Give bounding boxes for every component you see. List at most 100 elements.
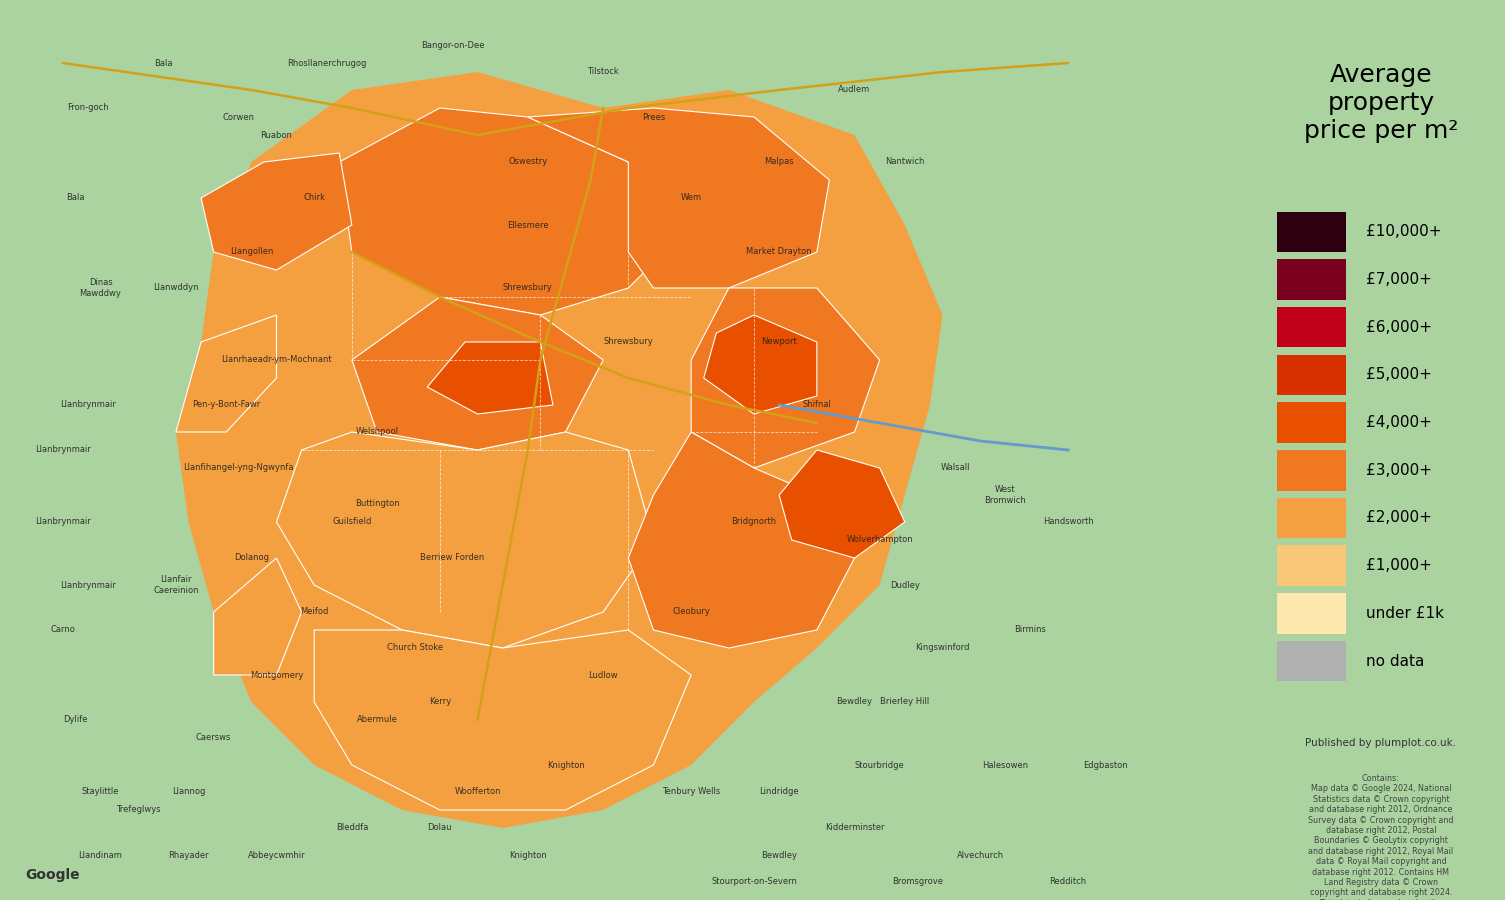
Text: Llanrhaeadr-ym-Mochnant: Llanrhaeadr-ym-Mochnant: [221, 356, 331, 364]
Text: Llanwddyn: Llanwddyn: [154, 284, 199, 292]
Text: Brierley Hill: Brierley Hill: [880, 698, 930, 706]
Text: Llandinam: Llandinam: [78, 850, 122, 860]
Text: Wolverhampton: Wolverhampton: [846, 536, 914, 544]
Text: Dolau: Dolau: [427, 824, 452, 832]
Text: Welshpool: Welshpool: [355, 428, 399, 436]
Text: Corwen: Corwen: [223, 112, 254, 122]
FancyBboxPatch shape: [1276, 259, 1345, 300]
Text: Rhosllanerchrugog: Rhosllanerchrugog: [287, 58, 366, 68]
Text: Llanbrynmair: Llanbrynmair: [35, 518, 90, 526]
Text: £4,000+: £4,000+: [1367, 415, 1431, 430]
Polygon shape: [528, 108, 829, 288]
Text: Alvechurch: Alvechurch: [957, 850, 1004, 860]
Text: Llanfair
Caereinion: Llanfair Caereinion: [154, 575, 199, 595]
Text: Bleddfa: Bleddfa: [336, 824, 369, 832]
Text: Bridgnorth: Bridgnorth: [731, 518, 777, 526]
Text: Cleobury: Cleobury: [673, 608, 710, 616]
Text: Berriew Forden: Berriew Forden: [420, 554, 485, 562]
Text: Guilsfield: Guilsfield: [333, 518, 372, 526]
Text: Bromsgrove: Bromsgrove: [892, 878, 942, 886]
Text: Abbeycwmhir: Abbeycwmhir: [248, 850, 306, 860]
Text: Audlem: Audlem: [838, 86, 871, 94]
Text: Tenbury Wells: Tenbury Wells: [662, 788, 721, 796]
Text: Shrewsbury: Shrewsbury: [503, 284, 552, 292]
Text: Llanbrynmair: Llanbrynmair: [60, 400, 116, 410]
Text: Ludlow: Ludlow: [588, 670, 619, 680]
Text: Kidderminster: Kidderminster: [825, 824, 885, 832]
Text: Ellesmere: Ellesmere: [507, 220, 549, 230]
FancyBboxPatch shape: [1276, 641, 1345, 681]
Text: Fron-goch: Fron-goch: [68, 104, 108, 112]
Polygon shape: [427, 342, 552, 414]
Text: £5,000+: £5,000+: [1367, 367, 1431, 382]
Text: Llanfihangel-yng-Ngwynfa: Llanfihangel-yng-Ngwynfa: [184, 464, 293, 472]
Polygon shape: [780, 450, 905, 558]
Text: Contains:
Map data © Google 2024, National
Statistics data © Crown copyright
and: Contains: Map data © Google 2024, Nation…: [1308, 774, 1454, 900]
Text: Average
property
price per m²: Average property price per m²: [1303, 63, 1458, 142]
Text: Abermule: Abermule: [357, 716, 397, 724]
Text: Staylittle: Staylittle: [81, 788, 119, 796]
Text: Trefeglwys: Trefeglwys: [116, 806, 161, 814]
Text: Bangor-on-Dee: Bangor-on-Dee: [421, 40, 485, 50]
Text: Dinas
Mawddwy: Dinas Mawddwy: [80, 278, 122, 298]
Text: £7,000+: £7,000+: [1367, 272, 1431, 287]
Text: Handsworth: Handsworth: [1043, 518, 1094, 526]
Text: Kingswinford: Kingswinford: [915, 644, 969, 652]
Text: Bewdley: Bewdley: [762, 850, 798, 860]
Text: no data: no data: [1367, 653, 1424, 669]
Text: £10,000+: £10,000+: [1367, 224, 1442, 239]
Text: Birmins: Birmins: [1014, 626, 1046, 634]
FancyBboxPatch shape: [1276, 212, 1345, 252]
Text: £1,000+: £1,000+: [1367, 558, 1431, 573]
Text: £2,000+: £2,000+: [1367, 510, 1431, 526]
Polygon shape: [352, 297, 604, 450]
Text: Wem: Wem: [680, 194, 701, 202]
Text: Woofferton: Woofferton: [455, 788, 501, 796]
Polygon shape: [629, 432, 855, 648]
Text: Bewdley: Bewdley: [837, 698, 873, 706]
Text: Pen-y-Bont-Fawr: Pen-y-Bont-Fawr: [193, 400, 260, 410]
Text: Shifnal: Shifnal: [802, 400, 831, 410]
FancyBboxPatch shape: [1276, 593, 1345, 634]
Text: £3,000+: £3,000+: [1367, 463, 1431, 478]
Text: Kerry: Kerry: [429, 698, 452, 706]
Text: Bala: Bala: [66, 194, 84, 202]
Text: West
Bromwich: West Bromwich: [984, 485, 1026, 505]
Text: Llanbrynmair: Llanbrynmair: [35, 446, 90, 454]
Text: Knighton: Knighton: [509, 850, 546, 860]
Text: Google: Google: [26, 868, 80, 882]
Text: Knighton: Knighton: [546, 760, 584, 770]
Polygon shape: [315, 630, 691, 810]
Text: Carno: Carno: [50, 626, 75, 634]
Text: under £1k: under £1k: [1367, 606, 1443, 621]
Text: Caersws: Caersws: [196, 734, 232, 742]
Text: Dylife: Dylife: [63, 716, 87, 724]
Polygon shape: [202, 153, 352, 270]
Text: Oswestry: Oswestry: [509, 158, 548, 166]
Text: Edgbaston: Edgbaston: [1084, 760, 1129, 770]
Text: Redditch: Redditch: [1049, 878, 1087, 886]
Polygon shape: [277, 432, 653, 648]
Text: Lindridge: Lindridge: [760, 788, 799, 796]
Text: Prees: Prees: [641, 112, 665, 122]
Text: Llanbrynmair: Llanbrynmair: [60, 580, 116, 590]
Text: Stourport-on-Severn: Stourport-on-Severn: [710, 878, 798, 886]
Polygon shape: [704, 315, 817, 414]
Text: Bala: Bala: [154, 58, 173, 68]
Text: Llannog: Llannog: [172, 788, 205, 796]
Text: Tilstock: Tilstock: [587, 68, 619, 76]
FancyBboxPatch shape: [1276, 402, 1345, 443]
Text: Llangollen: Llangollen: [230, 248, 272, 256]
Text: Nantwich: Nantwich: [885, 158, 924, 166]
Text: Halesowen: Halesowen: [983, 760, 1028, 770]
Text: Walsall: Walsall: [941, 464, 969, 472]
Text: Chirk: Chirk: [303, 194, 325, 202]
Text: Market Drayton: Market Drayton: [746, 248, 811, 256]
Text: Dudley: Dudley: [889, 580, 920, 590]
Polygon shape: [339, 108, 691, 315]
Text: Ruabon: Ruabon: [260, 130, 292, 140]
FancyBboxPatch shape: [1276, 355, 1345, 395]
Polygon shape: [214, 558, 301, 675]
Text: Published by plumplot.co.uk.: Published by plumplot.co.uk.: [1305, 738, 1457, 748]
Text: £6,000+: £6,000+: [1367, 320, 1431, 335]
